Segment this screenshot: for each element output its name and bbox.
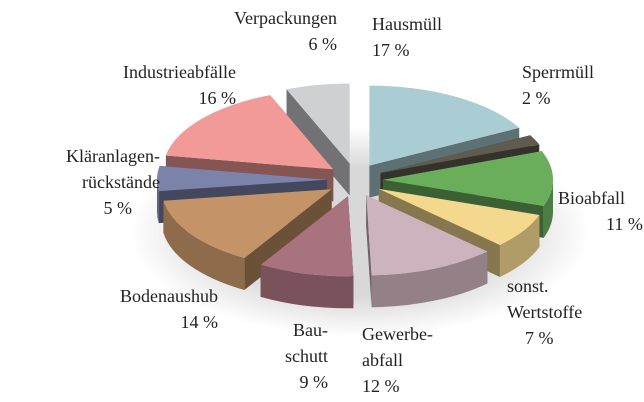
slice-wall (543, 179, 553, 238)
value-label: 2 % (522, 88, 551, 108)
category-label: sonst. Wertstoffe (507, 276, 582, 322)
slice-top (286, 83, 350, 164)
category-label: Bodenaushub (120, 286, 218, 306)
slice-top (163, 189, 332, 258)
slice-side (366, 195, 372, 308)
value-label: 17 % (372, 40, 410, 60)
slice-wall (371, 251, 488, 308)
slice (286, 83, 350, 196)
value-label: 14 % (181, 312, 219, 332)
slice-top (260, 196, 354, 277)
slice (163, 189, 332, 290)
category-label: Sperrmüll (522, 62, 594, 82)
category-label: Kläranlagen-rückstände (66, 146, 160, 192)
slice-top (382, 151, 553, 206)
value-label: 9 % (300, 372, 329, 392)
value-label: 5 % (104, 198, 133, 218)
category-label: Hausmüll (372, 14, 442, 34)
value-label: 12 % (362, 376, 400, 396)
value-label: 11 % (606, 214, 643, 234)
value-label: 16 % (199, 88, 237, 108)
slice-top (380, 135, 540, 174)
category-label: Bau-schutt (285, 320, 328, 366)
value-label: 7 % (525, 328, 554, 348)
category-label: Gewerbe-abfall (362, 324, 433, 370)
slice-top (165, 95, 334, 170)
category-label: Industrieabfälle (123, 62, 236, 82)
slice-wall (157, 179, 159, 224)
slice-top (378, 188, 540, 245)
value-label: 6 % (309, 34, 338, 54)
slice-wall (260, 264, 354, 309)
category-label: Bioabfall (558, 188, 625, 208)
slice-wall (499, 215, 540, 277)
slice-top (157, 165, 328, 192)
slice (366, 195, 488, 308)
category-label: Verpackungen (234, 8, 337, 28)
slice-top (366, 195, 488, 276)
slice-side (286, 89, 350, 196)
slice-wall (163, 200, 245, 290)
slice-top (369, 85, 520, 166)
slice (260, 196, 354, 309)
